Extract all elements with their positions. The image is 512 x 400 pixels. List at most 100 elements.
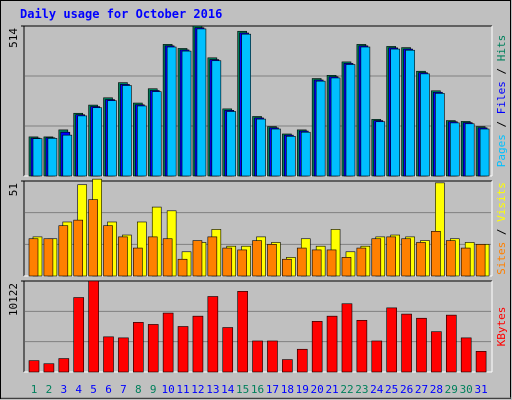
- bar: [28, 360, 40, 373]
- legend-entry: Pages: [495, 134, 508, 167]
- x-tick-label: 10: [162, 383, 175, 396]
- x-tick-label: 12: [191, 383, 204, 396]
- bar: [162, 238, 173, 277]
- bar: [371, 340, 383, 373]
- bar: [282, 258, 292, 277]
- x-tick-label: 3: [60, 383, 67, 396]
- bar: [177, 258, 188, 277]
- bar: [62, 134, 73, 177]
- bar: [311, 249, 322, 277]
- legend: KBytes: [495, 307, 508, 347]
- x-tick-label: 1: [31, 383, 38, 396]
- x-tick-label: 24: [370, 383, 384, 396]
- bar: [192, 240, 203, 277]
- x-tick-label: 13: [206, 383, 219, 396]
- x-tick-label: 7: [120, 383, 127, 396]
- bar: [252, 340, 263, 373]
- bar: [207, 296, 219, 373]
- bar: [401, 313, 412, 373]
- x-tick-label: 18: [281, 383, 294, 396]
- x-tick-label: 21: [325, 383, 338, 396]
- bar: [207, 236, 218, 277]
- y-tick-label: 514: [7, 28, 20, 48]
- bar: [341, 257, 352, 277]
- bar: [43, 238, 54, 277]
- bar: [475, 351, 487, 373]
- legend-entry: Visits: [495, 182, 508, 222]
- bar: [435, 93, 445, 177]
- bar: [479, 128, 490, 177]
- bar: [133, 322, 144, 373]
- x-tick-label: 31: [474, 383, 487, 396]
- bar: [73, 219, 84, 277]
- x-tick-label: 2: [46, 383, 53, 396]
- bar: [32, 138, 43, 177]
- bar: [162, 312, 174, 373]
- bar: [147, 236, 158, 277]
- x-tick-label: 25: [385, 383, 398, 396]
- legend-entry: Hits: [495, 35, 508, 62]
- x-tick-label: 9: [150, 383, 157, 396]
- legend: Pages / Files / Hits: [495, 35, 508, 168]
- bar: [237, 249, 247, 277]
- bar: [405, 49, 415, 177]
- bar: [445, 314, 457, 373]
- bar: [416, 317, 427, 373]
- bar: [267, 244, 277, 277]
- x-tick-label: 4: [75, 383, 82, 396]
- x-tick-label: 6: [105, 383, 112, 396]
- bar: [431, 331, 442, 373]
- bar: [166, 46, 177, 177]
- bar: [88, 199, 98, 277]
- bar: [296, 348, 308, 373]
- bar: [386, 236, 396, 277]
- bar: [356, 319, 368, 373]
- legend-separator: /: [495, 222, 508, 242]
- legend-entry: Sites: [495, 242, 508, 275]
- x-tick-label: 30: [460, 383, 473, 396]
- bar: [311, 321, 323, 373]
- x-tick-label: 16: [251, 383, 264, 396]
- bar: [315, 80, 326, 177]
- legend-separator: /: [495, 61, 508, 81]
- x-tick-label: 17: [266, 383, 279, 396]
- bar: [226, 111, 237, 177]
- bar: [282, 359, 293, 373]
- bar: [58, 225, 69, 277]
- bar: [390, 48, 400, 177]
- bar: [256, 118, 266, 177]
- bar: [271, 128, 281, 177]
- bar: [107, 100, 117, 177]
- x-tick-label: 26: [400, 383, 413, 396]
- bar: [464, 123, 475, 177]
- bar: [267, 340, 278, 373]
- bar: [222, 327, 234, 373]
- bar: [371, 238, 382, 277]
- x-tick-label: 8: [135, 383, 142, 396]
- bar: [356, 247, 367, 277]
- bar: [133, 247, 143, 277]
- bar: [475, 244, 486, 277]
- bar: [181, 50, 192, 177]
- bar: [73, 297, 85, 373]
- bar: [196, 28, 207, 177]
- bar: [77, 115, 88, 177]
- bar: [286, 136, 296, 177]
- legend-entry: KBytes: [495, 307, 508, 347]
- x-tick-label: 22: [340, 383, 353, 396]
- legend-entry: Files: [495, 81, 508, 114]
- bar: [401, 238, 411, 277]
- bar: [296, 247, 307, 277]
- y-tick-label: 51: [7, 183, 20, 196]
- bar: [345, 64, 356, 177]
- bar: [92, 107, 102, 177]
- bar: [341, 303, 353, 373]
- bar: [211, 60, 222, 177]
- bar: [460, 247, 471, 277]
- bar: [460, 337, 472, 373]
- bar: [103, 225, 113, 277]
- y-tick-label: 10122: [7, 283, 20, 316]
- bar: [386, 307, 397, 373]
- bar: [28, 238, 39, 277]
- bar: [330, 77, 341, 177]
